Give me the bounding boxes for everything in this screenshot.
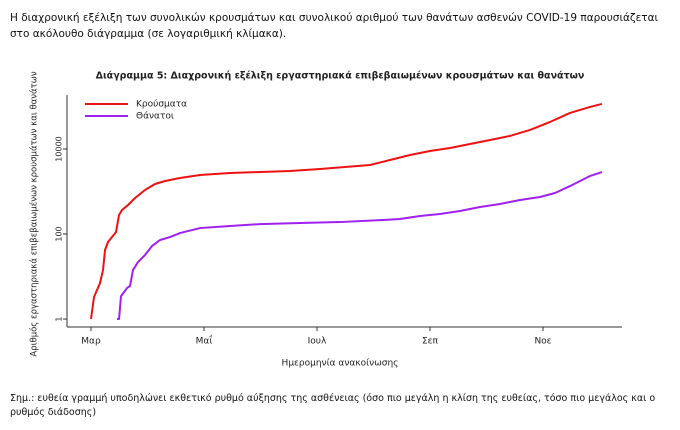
y-tick-label: 1 [55, 316, 64, 321]
note-text: Σημ.: ευθεία γραμμή υποδηλώνει εκθετικό … [10, 393, 656, 418]
y-axis-label: Αριθμός εργαστηριακά επιβεβαιωμένων κρου… [29, 71, 40, 356]
chart-title: Διάγραμμα 5: Διαχρονική εξέλιξη εργαστηρ… [96, 71, 585, 82]
y-tick-label: 100 [55, 226, 64, 241]
x-axis-label: Ημερομηνία ανακοίνωσης [282, 359, 399, 369]
x-tick-label: Νοε [534, 337, 551, 347]
y-tick-label: 10000 [55, 136, 64, 161]
intro-text: Η διαχρονική εξέλιξη των συνολικών κρουσ… [10, 12, 659, 40]
legend-label: Θάνατοι [136, 112, 174, 122]
series-line [117, 171, 603, 321]
x-tick-label: Μαρ [81, 337, 101, 347]
legend-label: Κρούσματα [136, 99, 187, 110]
x-tick-label: Μαΐ [196, 335, 213, 347]
series-line [90, 102, 603, 320]
x-tick-label: Ιουλ [308, 337, 327, 347]
x-tick-label: Σεπ [422, 337, 439, 347]
